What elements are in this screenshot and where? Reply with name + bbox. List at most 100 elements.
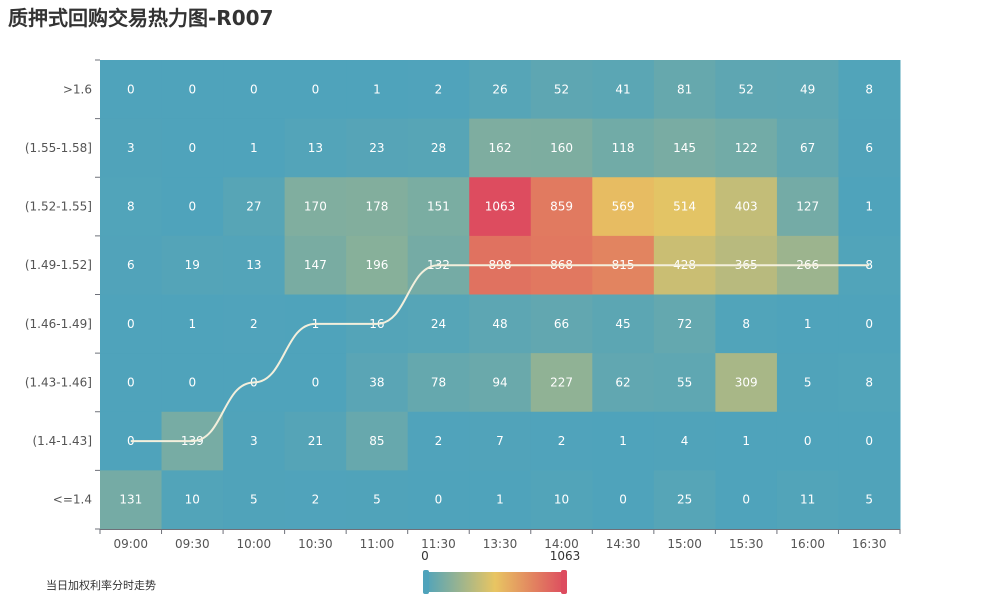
heatmap-cell[interactable] <box>223 118 286 178</box>
heatmap-cell[interactable] <box>776 294 839 354</box>
heatmap-cell-label: 131 <box>119 493 142 507</box>
heatmap-cell[interactable] <box>776 353 839 413</box>
heatmap-cell[interactable] <box>715 470 778 530</box>
heatmap-cell[interactable] <box>100 470 163 530</box>
heatmap-cell[interactable] <box>407 60 470 120</box>
heatmap-cell[interactable] <box>100 60 163 120</box>
heatmap-cell[interactable] <box>838 60 901 120</box>
heatmap-cell[interactable] <box>407 294 470 354</box>
heatmap-cell[interactable] <box>653 294 716 354</box>
heatmap-cell[interactable] <box>715 118 778 178</box>
heatmap-cell[interactable] <box>407 353 470 413</box>
heatmap-cell[interactable] <box>776 470 839 530</box>
heatmap-cell[interactable] <box>346 235 409 295</box>
heatmap-cell[interactable] <box>653 353 716 413</box>
heatmap-cell[interactable] <box>284 118 347 178</box>
heatmap-cell[interactable] <box>100 235 163 295</box>
heatmap-cell[interactable] <box>161 353 224 413</box>
heatmap-cell[interactable] <box>407 118 470 178</box>
heatmap-cell[interactable] <box>469 353 532 413</box>
heatmap-cell[interactable] <box>653 60 716 120</box>
heatmap-cell[interactable] <box>776 118 839 178</box>
heatmap-cell[interactable] <box>653 470 716 530</box>
heatmap-cell[interactable] <box>223 294 286 354</box>
heatmap-cell[interactable] <box>530 60 593 120</box>
heatmap-cell[interactable] <box>100 177 163 237</box>
heatmap-cell[interactable] <box>838 177 901 237</box>
heatmap-cell[interactable] <box>469 177 532 237</box>
heatmap-cell[interactable] <box>715 294 778 354</box>
heatmap-cell[interactable] <box>653 177 716 237</box>
x-tick-label: 14:00 <box>544 537 579 551</box>
heatmap-cell[interactable] <box>592 411 655 471</box>
heatmap-cell[interactable] <box>100 118 163 178</box>
heatmap-cell[interactable] <box>469 411 532 471</box>
heatmap-cell[interactable] <box>469 118 532 178</box>
heatmap-cell[interactable] <box>592 353 655 413</box>
heatmap-cell[interactable] <box>530 177 593 237</box>
heatmap-cell[interactable] <box>592 470 655 530</box>
heatmap-cell[interactable] <box>284 353 347 413</box>
heatmap-cell[interactable] <box>838 411 901 471</box>
heatmap-cell[interactable] <box>653 411 716 471</box>
heatmap-cell[interactable] <box>161 470 224 530</box>
heatmap-cell-label: 145 <box>673 141 696 155</box>
heatmap-cell[interactable] <box>223 177 286 237</box>
heatmap-cell[interactable] <box>346 118 409 178</box>
heatmap-cell[interactable] <box>223 60 286 120</box>
heatmap-cell[interactable] <box>407 470 470 530</box>
heatmap-cell[interactable] <box>469 60 532 120</box>
heatmap-cell[interactable] <box>715 177 778 237</box>
heatmap-cell[interactable] <box>592 177 655 237</box>
heatmap-cell[interactable] <box>284 470 347 530</box>
heatmap-cell[interactable] <box>346 177 409 237</box>
visual-map-min-handle[interactable] <box>423 570 429 594</box>
heatmap-cell[interactable] <box>592 294 655 354</box>
heatmap-cell[interactable] <box>776 177 839 237</box>
heatmap-cell[interactable] <box>469 294 532 354</box>
heatmap-cell[interactable] <box>469 470 532 530</box>
heatmap-cell[interactable] <box>530 411 593 471</box>
heatmap-cell[interactable] <box>776 60 839 120</box>
heatmap-cell[interactable] <box>161 294 224 354</box>
heatmap-cell[interactable] <box>346 411 409 471</box>
heatmap-cell[interactable] <box>530 470 593 530</box>
heatmap-cell[interactable] <box>592 60 655 120</box>
heatmap-cell[interactable] <box>161 177 224 237</box>
heatmap-cell[interactable] <box>161 60 224 120</box>
heatmap-cell[interactable] <box>223 470 286 530</box>
heatmap-cell[interactable] <box>346 60 409 120</box>
heatmap-cell[interactable] <box>161 118 224 178</box>
heatmap-cell[interactable] <box>530 353 593 413</box>
heatmap-cell[interactable] <box>346 470 409 530</box>
heatmap-cell[interactable] <box>776 411 839 471</box>
heatmap-cell[interactable] <box>715 353 778 413</box>
heatmap-cell-label: 13 <box>308 141 323 155</box>
heatmap-cell[interactable] <box>838 118 901 178</box>
heatmap-cell[interactable] <box>407 411 470 471</box>
heatmap-cell[interactable] <box>100 294 163 354</box>
heatmap-cell[interactable] <box>346 353 409 413</box>
heatmap-cell[interactable] <box>838 353 901 413</box>
heatmap-cell[interactable] <box>592 118 655 178</box>
heatmap-cell[interactable] <box>530 294 593 354</box>
heatmap-cell[interactable] <box>161 235 224 295</box>
heatmap-cell[interactable] <box>407 177 470 237</box>
heatmap-cell[interactable] <box>284 177 347 237</box>
heatmap-cell[interactable] <box>653 118 716 178</box>
heatmap-cell[interactable] <box>838 294 901 354</box>
heatmap-cell[interactable] <box>715 60 778 120</box>
heatmap-cell[interactable] <box>284 411 347 471</box>
heatmap-cell[interactable] <box>530 118 593 178</box>
heatmap-cell-label: 2 <box>250 317 258 331</box>
heatmap-cell[interactable] <box>284 60 347 120</box>
heatmap-cell[interactable] <box>100 353 163 413</box>
heatmap-cell-label: 1 <box>496 493 504 507</box>
visual-map-max-handle[interactable] <box>561 570 567 594</box>
heatmap-cell[interactable] <box>223 411 286 471</box>
heatmap-cell[interactable] <box>715 411 778 471</box>
heatmap-cell[interactable] <box>223 235 286 295</box>
heatmap-cell[interactable] <box>838 470 901 530</box>
heatmap-cell[interactable] <box>284 235 347 295</box>
heatmap-cell-label: 26 <box>492 82 507 96</box>
